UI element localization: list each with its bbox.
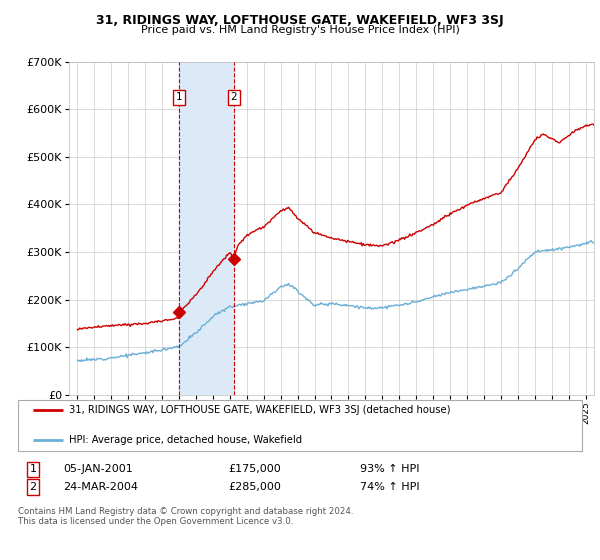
Bar [179,62,234,395]
Text: Contains HM Land Registry data © Crown copyright and database right 2024.
This d: Contains HM Land Registry data © Crown c… [18,507,353,526]
Text: 05-JAN-2001: 05-JAN-2001 [63,464,133,474]
Text: 31, RIDINGS WAY, LOFTHOUSE GATE, WAKEFIELD, WF3 3SJ: 31, RIDINGS WAY, LOFTHOUSE GATE, WAKEFIE… [96,14,504,27]
Text: 24-MAR-2004: 24-MAR-2004 [63,482,138,492]
Text: HPI: Average price, detached house, Wakefield: HPI: Average price, detached house, Wake… [69,435,302,445]
Text: 2: 2 [29,482,37,492]
Text: £285,000: £285,000 [228,482,281,492]
Text: £175,000: £175,000 [228,464,281,474]
Text: Price paid vs. HM Land Registry's House Price Index (HPI): Price paid vs. HM Land Registry's House … [140,25,460,35]
Text: 1: 1 [176,92,182,102]
Text: 2: 2 [230,92,237,102]
Text: 31, RIDINGS WAY, LOFTHOUSE GATE, WAKEFIELD, WF3 3SJ (detached house): 31, RIDINGS WAY, LOFTHOUSE GATE, WAKEFIE… [69,405,451,416]
Text: 93% ↑ HPI: 93% ↑ HPI [360,464,419,474]
Text: 1: 1 [29,464,37,474]
Text: 74% ↑ HPI: 74% ↑ HPI [360,482,419,492]
